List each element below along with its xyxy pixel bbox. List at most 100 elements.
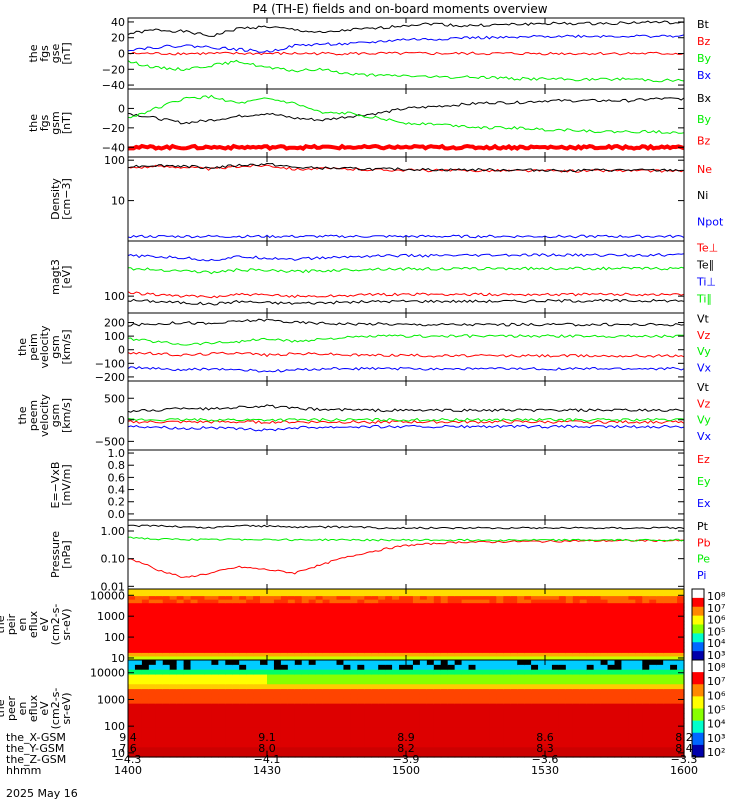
spectrogram-cell [357, 718, 365, 724]
spectrogram-cell [378, 628, 386, 633]
spectrogram-cell [322, 689, 331, 695]
spectrogram-cell [239, 669, 247, 676]
spectrogram-cell [663, 713, 671, 719]
spectrogram-cell [273, 708, 282, 714]
spectrogram-cell [531, 624, 539, 629]
spectrogram-cell [253, 617, 261, 622]
spectrogram-cell [294, 652, 303, 658]
spectrogram-cell [239, 631, 247, 636]
spectrogram-cell [385, 737, 393, 744]
spectrogram-cell [232, 599, 240, 604]
spectrogram-cell [343, 620, 351, 626]
spectrogram-cell [211, 674, 219, 680]
spectrogram-cell [496, 693, 504, 700]
spectrogram-cell [517, 645, 525, 650]
spectrogram-cell [475, 624, 484, 629]
spectrogram-cell [287, 689, 296, 695]
spectrogram-cell [412, 713, 421, 719]
spectrogram-cell [315, 617, 324, 622]
spectrogram-cell [308, 628, 317, 633]
spectrogram-cell [635, 592, 643, 597]
spectrogram-cell [392, 689, 400, 695]
spectrogram-cell [475, 642, 484, 647]
spectrogram-cell [280, 727, 289, 734]
spectrogram-cell [225, 732, 233, 739]
spectrogram-cell [496, 624, 504, 629]
spectrogram-cell [628, 610, 636, 615]
spectrogram-cell [412, 732, 421, 739]
spectrogram-cell [155, 635, 164, 640]
spectrogram-cell [593, 747, 602, 753]
spectrogram-cell [614, 698, 623, 705]
spectrogram-cell [656, 684, 664, 690]
spectrogram-cell [322, 631, 331, 636]
colorbar-swatch [692, 624, 704, 634]
spectrogram-cell [232, 603, 240, 608]
spectrogram-cell [294, 737, 303, 744]
spectrogram-cell [134, 708, 143, 714]
spectrogram-cell [447, 628, 456, 633]
spectrogram-cell [670, 610, 678, 615]
spectrogram-cell [461, 613, 470, 618]
spectrogram-cell [551, 624, 560, 629]
spectrogram-cell [267, 631, 275, 636]
spectrogram-cell [218, 732, 226, 739]
spectrogram-cell [287, 727, 296, 734]
spectrogram-cell [558, 592, 567, 597]
spectrogram-cell [440, 613, 449, 618]
spectrogram-cell [399, 645, 407, 650]
spectrogram-cell [558, 631, 567, 636]
spectrogram-cell [183, 656, 192, 661]
spectrogram-cell [246, 649, 254, 654]
spectrogram-cell [322, 664, 331, 671]
spectrogram-cell [364, 708, 372, 714]
spectrogram-cell [572, 698, 581, 705]
spectrogram-cell [315, 620, 324, 626]
legend-Vx: Vx [697, 361, 712, 374]
y-tick-label: −20 [102, 63, 125, 76]
spectrogram-cell [253, 732, 261, 739]
spectrogram-cell [218, 592, 226, 597]
spectrogram-cell [343, 635, 351, 640]
spectrogram-cell [253, 638, 261, 643]
spectrogram-cell [677, 603, 685, 608]
spectrogram-cell [169, 635, 178, 640]
spectrogram-cell [148, 727, 157, 734]
spectrogram-cell [371, 723, 379, 729]
spectrogram-cell [475, 603, 484, 608]
panels: 40200−20−40thefgsgse[nT]BtBzByBx0−20−40t… [0, 16, 726, 760]
spectrogram-cell [565, 727, 574, 734]
spectrogram-cell [273, 718, 282, 724]
spectrogram-cell [628, 723, 636, 729]
spectrogram-cell [322, 656, 331, 661]
spectrogram-cell [510, 617, 518, 622]
spectrogram-cell [628, 599, 636, 604]
spectrogram-cell [433, 645, 442, 650]
spectrogram-cell [426, 642, 435, 647]
spectrogram-cell [267, 624, 275, 629]
legend-Pe: Pe [697, 553, 710, 566]
spectrogram-cell [239, 624, 247, 629]
spectrogram-cell [447, 631, 456, 636]
spectrogram-cell [176, 642, 185, 647]
spectrogram-cell [621, 660, 629, 666]
spectrogram-cell [371, 603, 379, 608]
spectrogram-cell [475, 708, 484, 714]
spectrogram-cell [322, 679, 331, 685]
spectrogram-cell [545, 631, 553, 636]
spectrogram-cell [593, 610, 602, 615]
spectrogram-cell [253, 703, 261, 710]
spectrogram-cell [586, 635, 595, 640]
spectrogram-cell [454, 708, 463, 714]
spectrogram-cell [440, 723, 449, 729]
spectrogram-cell [426, 747, 435, 753]
spectrogram-cell [308, 642, 317, 647]
spectrogram-cell [134, 628, 143, 633]
spectrogram-cell [586, 737, 595, 744]
spectrogram-cell [155, 652, 164, 658]
spectrogram-cell [197, 649, 206, 654]
spectrogram-cell [558, 603, 567, 608]
spectrogram-cell [426, 645, 435, 650]
spectrogram-cell [565, 628, 574, 633]
spectrogram-cell [656, 592, 664, 597]
